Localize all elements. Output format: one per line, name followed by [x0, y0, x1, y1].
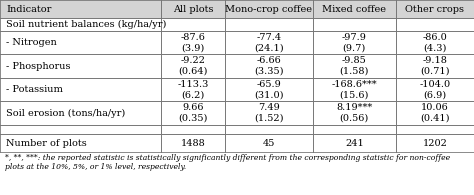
Text: - Nitrogen: - Nitrogen	[7, 38, 57, 47]
Bar	[396, 78, 474, 101]
Text: 1488: 1488	[181, 139, 206, 148]
Text: Other crops: Other crops	[405, 4, 465, 13]
Text: 241: 241	[345, 139, 364, 148]
Text: 8.19***
(0.56): 8.19*** (0.56)	[336, 103, 373, 123]
Bar	[0, 18, 161, 31]
Bar	[313, 0, 396, 18]
Bar	[0, 54, 161, 78]
Bar	[225, 54, 313, 78]
Text: -6.66
(3.35): -6.66 (3.35)	[254, 56, 284, 76]
Text: -9.18
(0.71): -9.18 (0.71)	[420, 56, 450, 76]
Bar	[225, 101, 313, 125]
Bar	[313, 134, 396, 152]
Bar	[396, 31, 474, 54]
Bar	[396, 0, 474, 18]
Bar	[161, 54, 225, 78]
Text: Number of plots: Number of plots	[7, 139, 87, 148]
Bar	[0, 78, 161, 101]
Text: *, **, ***: the reported statistic is statistically significantly different from: *, **, ***: the reported statistic is st…	[5, 154, 450, 171]
Bar	[225, 125, 313, 134]
Bar	[313, 31, 396, 54]
Bar	[313, 78, 396, 101]
Text: 1202: 1202	[422, 139, 447, 148]
Bar	[225, 18, 313, 31]
Text: -86.0
(4.3): -86.0 (4.3)	[422, 33, 447, 52]
Text: - Phosphorus: - Phosphorus	[7, 62, 71, 71]
Bar	[225, 78, 313, 101]
Bar	[161, 31, 225, 54]
Text: 7.49
(1.52): 7.49 (1.52)	[254, 103, 284, 123]
Bar	[313, 125, 396, 134]
Bar	[161, 0, 225, 18]
Text: Indicator: Indicator	[7, 4, 52, 13]
Bar	[0, 31, 161, 54]
Bar	[0, 101, 161, 125]
Bar	[396, 134, 474, 152]
Bar	[161, 78, 225, 101]
Bar	[313, 101, 396, 125]
Text: Soil nutrient balances (kg/ha/yr): Soil nutrient balances (kg/ha/yr)	[7, 20, 167, 29]
Text: -9.85
(1.58): -9.85 (1.58)	[340, 56, 369, 76]
Bar	[225, 31, 313, 54]
Text: 10.06
(0.41): 10.06 (0.41)	[420, 103, 450, 123]
Text: - Potassium: - Potassium	[7, 85, 64, 94]
Text: 9.66
(0.35): 9.66 (0.35)	[179, 103, 208, 123]
Bar	[225, 0, 313, 18]
Text: -77.4
(24.1): -77.4 (24.1)	[254, 33, 284, 52]
Bar	[161, 134, 225, 152]
Bar	[225, 134, 313, 152]
Bar	[396, 101, 474, 125]
Text: -113.3
(6.2): -113.3 (6.2)	[177, 80, 209, 99]
Bar	[161, 18, 225, 31]
Bar	[161, 101, 225, 125]
Bar	[0, 0, 161, 18]
Bar	[313, 54, 396, 78]
Bar	[396, 125, 474, 134]
Text: -65.9
(31.0): -65.9 (31.0)	[254, 80, 284, 99]
Bar	[0, 134, 161, 152]
Bar	[161, 125, 225, 134]
Text: -87.6
(3.9): -87.6 (3.9)	[181, 33, 206, 52]
Text: -97.9
(9.7): -97.9 (9.7)	[342, 33, 367, 52]
Bar	[396, 18, 474, 31]
Text: Mono-crop coffee: Mono-crop coffee	[226, 4, 312, 13]
Text: -168.6***
(15.6): -168.6*** (15.6)	[331, 80, 377, 99]
Bar	[396, 54, 474, 78]
Text: Soil erosion (tons/ha/yr): Soil erosion (tons/ha/yr)	[7, 108, 126, 118]
Text: -9.22
(0.64): -9.22 (0.64)	[179, 56, 208, 76]
Text: Mixed coffee: Mixed coffee	[322, 4, 386, 13]
Text: All plots: All plots	[173, 4, 213, 13]
Text: 45: 45	[263, 139, 275, 148]
Bar	[313, 18, 396, 31]
Bar	[0, 125, 161, 134]
Text: -104.0
(6.9): -104.0 (6.9)	[419, 80, 450, 99]
